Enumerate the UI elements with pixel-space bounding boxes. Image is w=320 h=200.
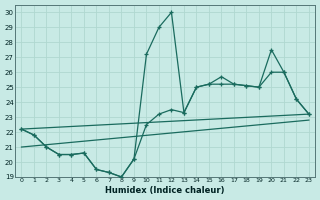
X-axis label: Humidex (Indice chaleur): Humidex (Indice chaleur) bbox=[106, 186, 225, 195]
